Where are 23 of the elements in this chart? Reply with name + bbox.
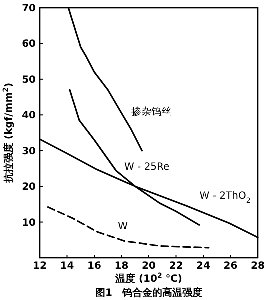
x-tick-label: 28 — [251, 261, 265, 272]
y-tick-label: 50 — [22, 74, 36, 86]
y-tick-label: 70 — [22, 4, 36, 14]
x-tick-label: 22 — [169, 261, 184, 272]
series-label: W - 2ThO$_{2}$ — [200, 191, 251, 206]
y-tick-label: 60 — [22, 39, 36, 50]
series-label: 掺杂钨丝 — [132, 106, 172, 118]
series-label: W - 25Re — [124, 162, 170, 174]
x-tick-label: 12 — [33, 261, 47, 272]
y-tick-label: 10 — [22, 218, 36, 229]
text: 图1 钨合金的高温强度 — [96, 287, 202, 299]
y-tick-label: 20 — [22, 182, 36, 194]
x-tick-label: 24 — [196, 261, 210, 272]
x-tick-label: 20 — [142, 261, 156, 272]
x-axis-title: 温度 (10$^{2}$ ℃) — [114, 272, 183, 285]
x-tick-label: 14 — [60, 261, 74, 272]
x-tick-label: 16 — [88, 261, 102, 272]
x-tick-label: 18 — [114, 261, 129, 272]
y-tick-label: 30 — [22, 146, 36, 158]
line-series — [47, 206, 210, 249]
series-label: W — [118, 221, 128, 232]
x-tick-label: 26 — [224, 261, 238, 272]
y-tick-label: 40 — [22, 110, 36, 122]
